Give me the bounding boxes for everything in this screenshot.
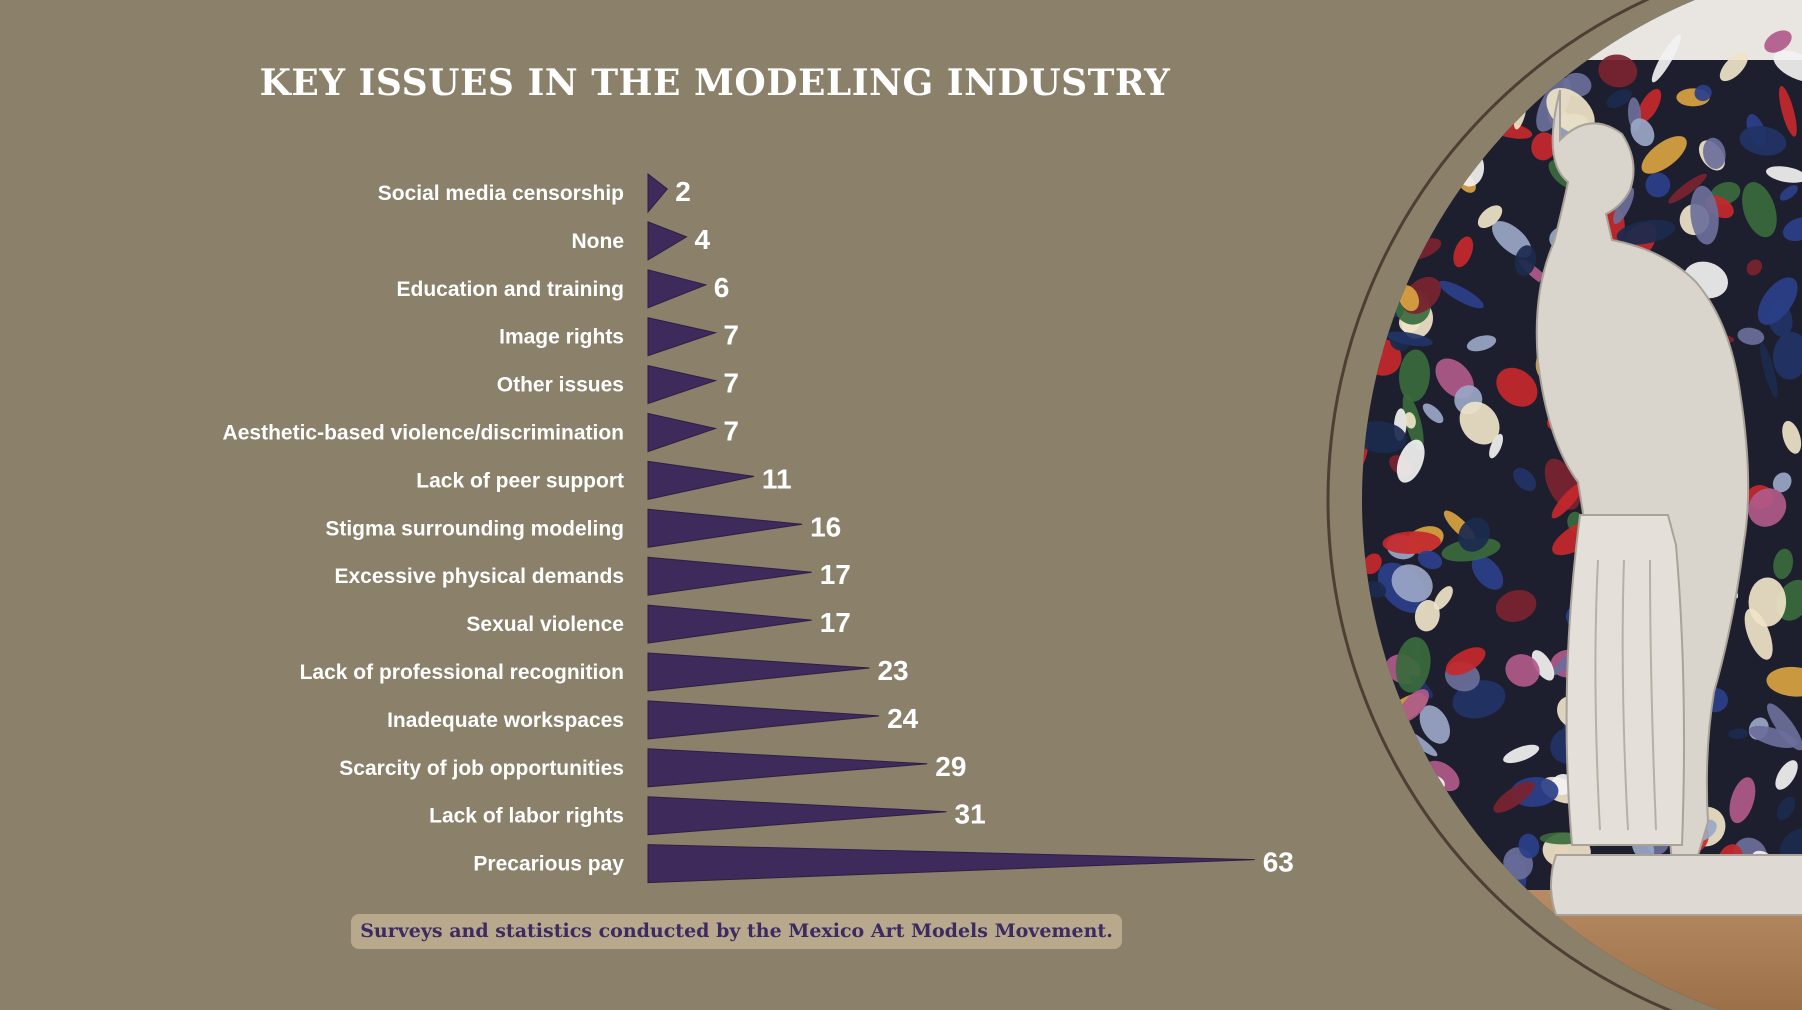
data-label: 17 xyxy=(820,607,851,638)
bar xyxy=(647,172,668,214)
data-label: 2 xyxy=(675,176,691,207)
bar xyxy=(647,508,803,548)
chart-title: KEY ISSUES IN THE MODELING INDUSTRY xyxy=(259,62,1171,104)
bar xyxy=(647,221,688,261)
category-label: Social media censorship xyxy=(378,182,624,205)
data-label: 11 xyxy=(762,463,792,494)
category-label: Stigma surrounding modeling xyxy=(325,517,624,540)
category-label: Inadequate workspaces xyxy=(387,709,624,732)
category-label: Lack of labor rights xyxy=(429,805,624,828)
data-label: 7 xyxy=(723,320,739,351)
category-label: None xyxy=(572,230,625,253)
bar xyxy=(647,652,870,692)
data-label: 4 xyxy=(695,224,711,255)
data-label: 7 xyxy=(723,368,739,399)
category-label: Sexual violence xyxy=(466,613,624,636)
bar xyxy=(647,844,1255,884)
bar xyxy=(647,460,755,501)
bar xyxy=(647,317,718,357)
bar xyxy=(647,269,708,309)
bar xyxy=(647,604,812,644)
data-label: 17 xyxy=(820,559,851,590)
data-label: 6 xyxy=(714,272,730,303)
bar xyxy=(647,412,718,453)
data-label: 63 xyxy=(1263,847,1294,878)
data-label: 23 xyxy=(877,655,908,686)
bar xyxy=(647,364,718,405)
category-label: Other issues xyxy=(497,374,624,397)
data-label: 24 xyxy=(887,703,919,734)
source-note: Surveys and statistics conducted by the … xyxy=(351,914,1122,949)
bar xyxy=(647,748,928,788)
bar xyxy=(647,556,812,596)
data-label: 7 xyxy=(723,416,739,447)
category-label: Excessive physical demands xyxy=(335,565,625,588)
category-label: Lack of professional recognition xyxy=(300,661,624,684)
category-label: Image rights xyxy=(499,326,624,349)
category-label: Scarcity of job opportunities xyxy=(339,757,624,780)
data-label: 31 xyxy=(955,799,986,830)
bar xyxy=(647,796,947,836)
category-label: Education and training xyxy=(396,278,624,301)
data-label: 29 xyxy=(935,751,966,782)
category-label: Lack of peer support xyxy=(416,469,624,492)
category-label: Precarious pay xyxy=(473,853,624,876)
bar xyxy=(647,700,880,740)
category-label: Aesthetic-based violence/discrimination xyxy=(223,422,624,445)
data-label: 16 xyxy=(810,511,841,542)
